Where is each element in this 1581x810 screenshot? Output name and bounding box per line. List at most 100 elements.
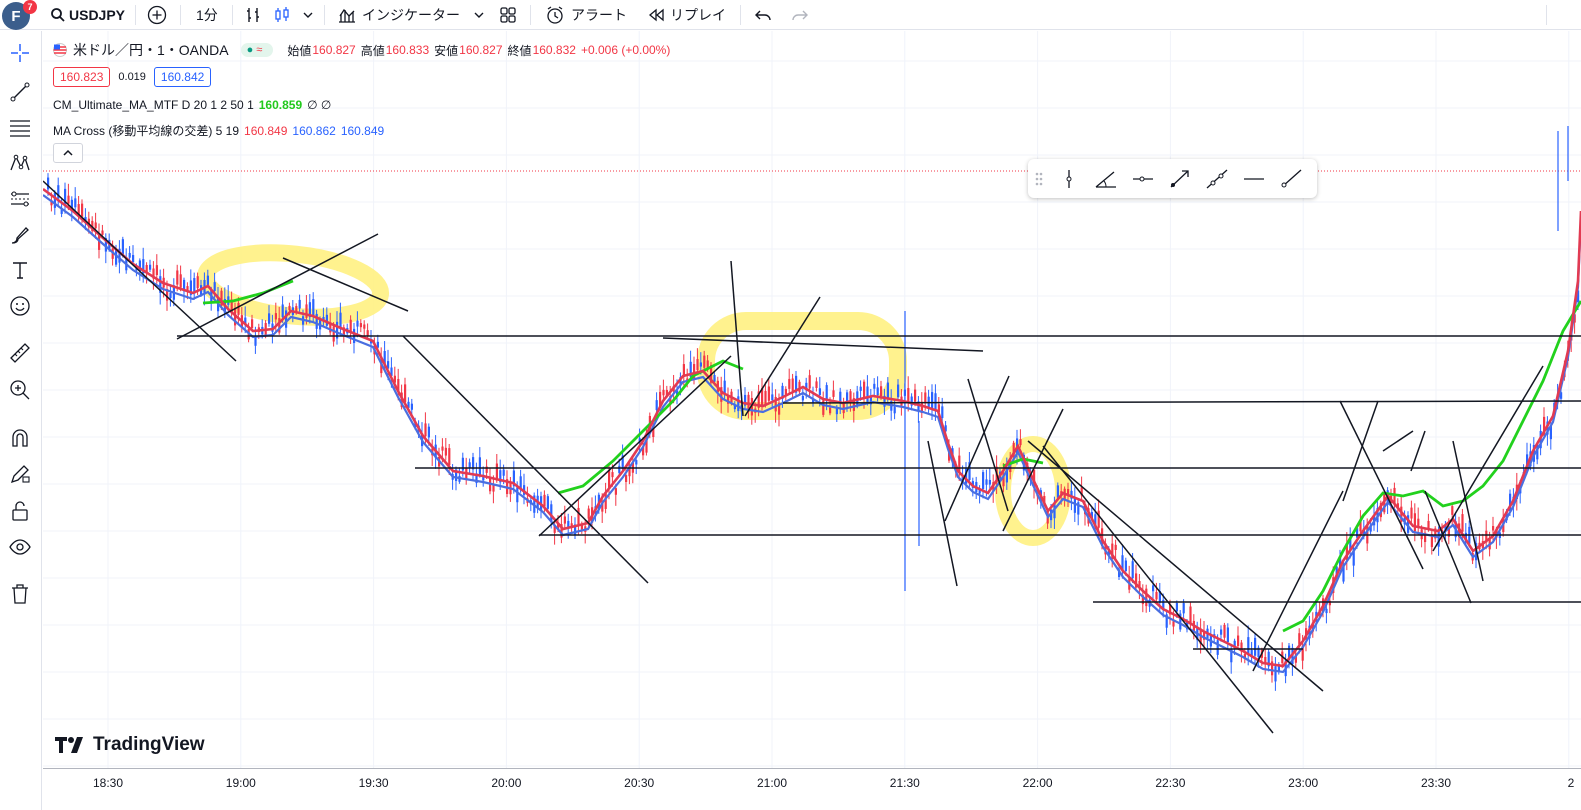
candle-body	[359, 323, 362, 328]
vertical-line-tool[interactable]	[1050, 161, 1087, 197]
candle-body	[363, 324, 366, 329]
horizontal-ray-tool[interactable]	[1124, 161, 1161, 197]
chart-pane[interactable]: 米ドル／円・1・OANDA ● ≈ 始値 160.827 高値 160.833 安値…	[43, 31, 1581, 810]
candle-body	[1505, 511, 1508, 521]
candle-body	[665, 389, 668, 397]
chart-type-dropdown[interactable]	[302, 0, 314, 30]
time-tick: 22:30	[1155, 776, 1186, 790]
candle-body	[662, 389, 665, 396]
time-tick: 19:30	[358, 776, 389, 790]
candle-body	[1451, 506, 1454, 515]
ma-line-green	[1282, 300, 1581, 633]
extended-line-tool[interactable]	[1198, 161, 1235, 197]
zoom-tool[interactable]	[5, 375, 35, 405]
candle-body	[50, 200, 53, 206]
pattern-tool[interactable]	[5, 148, 35, 178]
price-chart[interactable]	[43, 31, 1581, 768]
candle-body	[356, 320, 359, 327]
brush-tool[interactable]	[5, 220, 35, 250]
candle-body	[295, 306, 298, 312]
lock-drawing-tool[interactable]	[5, 459, 35, 489]
ray-tool[interactable]	[1272, 161, 1309, 197]
lock-all-tool[interactable]	[5, 496, 35, 526]
candle-body	[893, 407, 896, 414]
candle-body	[1141, 595, 1144, 605]
candle-body	[149, 264, 152, 270]
indicators-button[interactable]: インジケーター	[337, 0, 460, 30]
candle-body	[866, 386, 869, 404]
replay-button[interactable]: リプレイ	[647, 0, 726, 30]
candle-body	[329, 322, 332, 333]
layouts-button[interactable]	[499, 0, 517, 30]
candle-body	[390, 367, 393, 376]
candle-body	[1172, 621, 1175, 627]
arrow-tool[interactable]	[1161, 161, 1198, 197]
candle-body	[128, 252, 131, 258]
candle-body	[1233, 640, 1236, 649]
candle-body	[1356, 528, 1359, 538]
remove-drawings-tool[interactable]	[5, 579, 35, 609]
candle-body	[1393, 487, 1396, 505]
candle-body	[574, 524, 577, 536]
trend-line-tool[interactable]	[5, 77, 35, 107]
drawn-trend-line	[1042, 445, 1274, 734]
collapse-legend-button[interactable]	[53, 143, 83, 163]
candle-body	[645, 438, 648, 453]
candle-body	[1097, 510, 1100, 528]
na-icon: ∅ ∅	[307, 98, 332, 112]
redo-button[interactable]	[791, 0, 809, 30]
candle-body	[1243, 654, 1246, 659]
candle-body	[274, 313, 277, 320]
candle-body	[880, 386, 883, 397]
candle-body	[404, 384, 407, 403]
fib-tool[interactable]	[5, 113, 35, 143]
candle-body	[1114, 544, 1117, 550]
emoji-tool[interactable]	[5, 291, 35, 321]
time-axis[interactable]: 18:30 19:00 19:30 20:00 20:30 21:00 21:30 22:00…	[43, 768, 1581, 798]
sell-price-button[interactable]: 160.823	[53, 67, 111, 87]
candle-body	[713, 375, 716, 382]
time-tick: 19:00	[225, 776, 256, 790]
interval-button[interactable]: 1分	[196, 0, 218, 30]
time-tick: 22:00	[1022, 776, 1053, 790]
buy-price-button[interactable]: 160.842	[153, 67, 212, 87]
candle-body	[1301, 645, 1304, 661]
hide-drawings-tool[interactable]	[5, 532, 35, 562]
forecast-tool[interactable]	[5, 184, 35, 214]
text-tool[interactable]	[5, 255, 35, 285]
undo-button[interactable]	[754, 0, 772, 30]
candle-body	[1152, 585, 1155, 592]
tradingview-logo[interactable]: TradingView	[55, 734, 205, 756]
candle-body	[1325, 608, 1328, 614]
magnet-tool[interactable]	[5, 423, 35, 453]
candle-body	[475, 473, 478, 484]
symbol-search-button[interactable]: USDJPY	[50, 0, 125, 30]
bar-style-button[interactable]	[245, 0, 263, 30]
smiley-icon	[10, 296, 30, 316]
user-avatar[interactable]: F 7	[2, 0, 37, 30]
candle-body	[482, 474, 485, 481]
candle-body	[176, 270, 179, 285]
candle-body	[155, 265, 158, 276]
indicator-legend-1[interactable]: CM_Ultimate_MA_MTF D 20 1 2 50 1 160.859…	[53, 98, 336, 112]
drag-handle[interactable]	[1028, 161, 1050, 197]
indicators-dropdown[interactable]	[473, 0, 485, 30]
candle-body	[1182, 603, 1185, 614]
candle-body	[196, 276, 199, 289]
alert-button[interactable]: アラート	[545, 0, 627, 30]
symbol-label: USDJPY	[69, 7, 126, 23]
trend-angle-tool[interactable]	[1087, 161, 1124, 197]
ray-icon	[1281, 169, 1301, 187]
crosshair-tool[interactable]	[5, 38, 35, 68]
candles-style-button[interactable]	[273, 0, 291, 30]
candle-body	[750, 397, 753, 416]
indicator-legend-2[interactable]: MA Cross (移動平均線の交差) 5 19 160.849 160.862…	[53, 122, 389, 139]
drawn-trend-line	[782, 400, 1581, 404]
candle-body	[635, 460, 638, 465]
compare-symbol-button[interactable]	[147, 0, 167, 30]
candle-body	[737, 396, 740, 412]
candle-body	[1165, 614, 1168, 628]
candle-body	[822, 400, 825, 415]
ruler-tool[interactable]	[5, 338, 35, 368]
horizontal-line-tool[interactable]	[1235, 161, 1272, 197]
